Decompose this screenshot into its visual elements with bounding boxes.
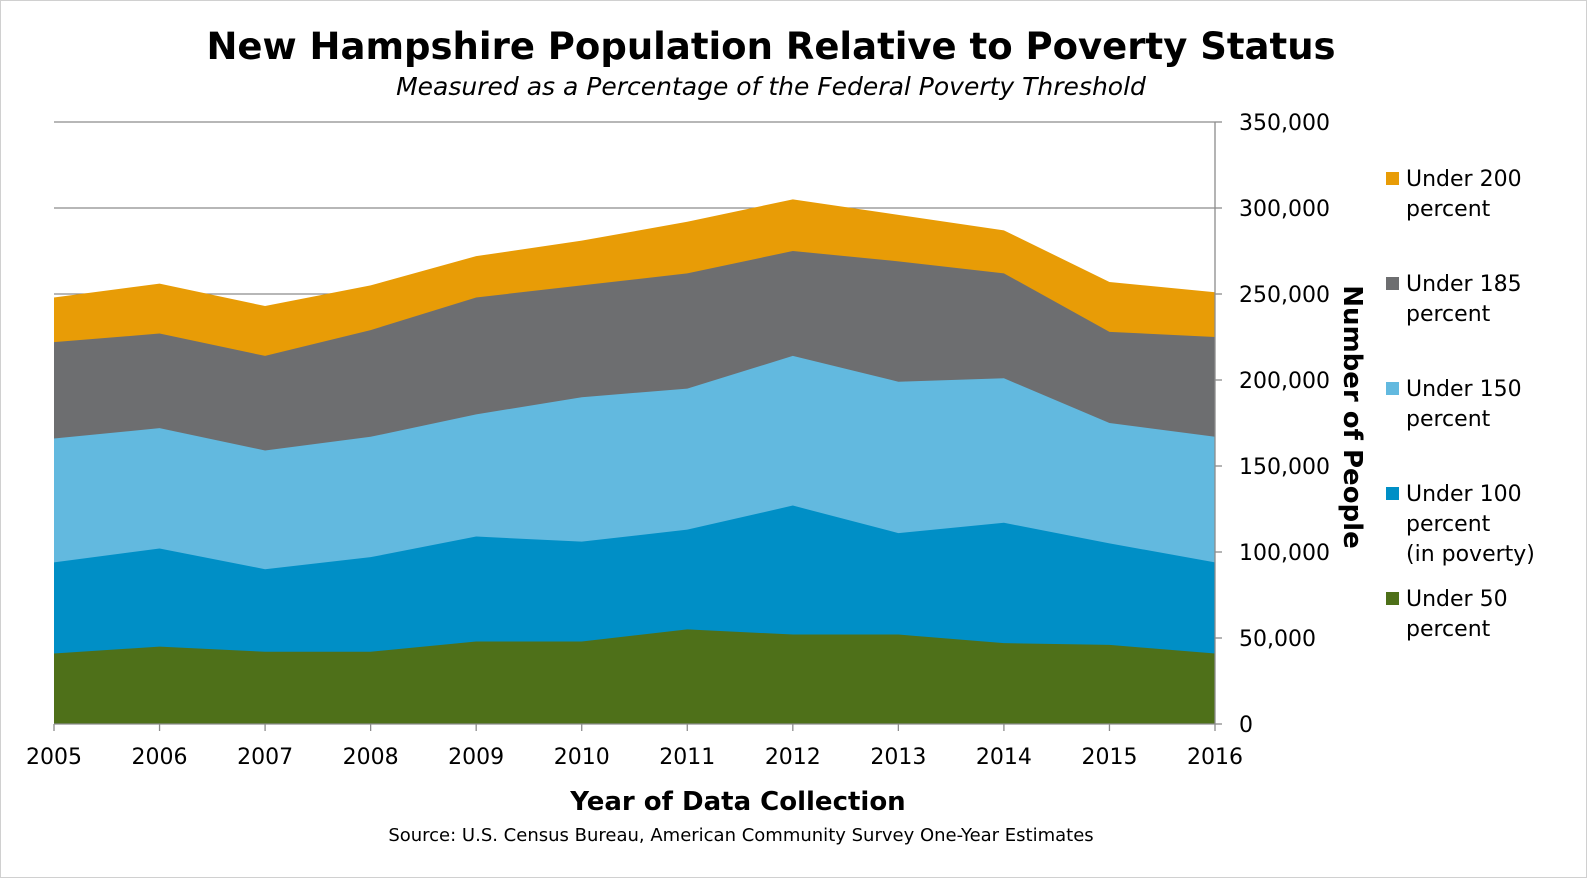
x-tick-label: 2008 — [343, 745, 399, 770]
legend-label: Under 100 — [1406, 482, 1522, 507]
y-tick-label: 250,000 — [1239, 283, 1330, 308]
legend-label: Under 200 — [1406, 167, 1522, 192]
legend-label: Under 185 — [1406, 272, 1522, 297]
legend-label: Under 50 — [1406, 587, 1508, 612]
x-tick-label: 2009 — [448, 745, 504, 770]
y-axis-title: Number of People — [1337, 285, 1367, 548]
y-tick-label: 0 — [1239, 713, 1253, 738]
legend-swatch — [1386, 172, 1399, 185]
areas — [54, 199, 1215, 724]
y-tick-label: 200,000 — [1239, 369, 1330, 394]
legend-item: Under 100 percent (in poverty) — [1386, 482, 1535, 567]
x-tick-label: 2012 — [765, 745, 821, 770]
y-tick-labels: 0 50,000 100,000 150,000 200,000 250,000 300,0… — [1239, 111, 1330, 738]
source-note: Source: U.S. Census Bureau, American Com… — [388, 825, 1093, 846]
legend-item: Under 200 percent — [1386, 167, 1522, 222]
y-tick-label: 50,000 — [1239, 627, 1316, 652]
area-under-50-percent — [54, 629, 1215, 724]
y-tick-label: 350,000 — [1239, 111, 1330, 136]
legend-swatch — [1386, 382, 1399, 395]
x-tick-label: 2015 — [1081, 745, 1137, 770]
x-tick-label: 2013 — [870, 745, 926, 770]
legend-label: percent — [1406, 197, 1491, 222]
x-tick-label: 2005 — [26, 745, 82, 770]
y-tick-label: 150,000 — [1239, 455, 1330, 480]
chart-subtitle: Measured as a Percentage of the Federal … — [396, 72, 1146, 101]
legend-label: (in poverty) — [1406, 542, 1535, 567]
axes — [53, 121, 1222, 731]
legend-label: percent — [1406, 512, 1491, 537]
x-axis-title: Year of Data Collection — [569, 787, 905, 817]
legend-label: percent — [1406, 302, 1491, 327]
legend-label: percent — [1406, 617, 1491, 642]
y-tick-label: 100,000 — [1239, 541, 1330, 566]
legend-swatch — [1386, 487, 1399, 500]
x-tick-label: 2016 — [1187, 745, 1243, 770]
y-tick-label: 300,000 — [1239, 197, 1330, 222]
x-tick-labels: 2005 2006 2007 2008 2009 2010 2011 2012 2013 2014… — [26, 745, 1243, 770]
legend-item: Under 185 percent — [1386, 272, 1522, 327]
legend-swatch — [1386, 592, 1399, 605]
x-tick-label: 2014 — [976, 745, 1032, 770]
x-tick-label: 2006 — [132, 745, 188, 770]
x-tick-label: 2010 — [554, 745, 610, 770]
legend-item: Under 50 percent — [1386, 587, 1508, 642]
legend-label: percent — [1406, 407, 1491, 432]
chart-title: New Hampshire Population Relative to Pov… — [206, 25, 1335, 68]
legend-label: Under 150 — [1406, 377, 1522, 402]
legend-swatch — [1386, 277, 1399, 290]
x-tick-label: 2007 — [237, 745, 293, 770]
x-tick-label: 2011 — [659, 745, 715, 770]
legend-item: Under 150 percent — [1386, 377, 1522, 432]
